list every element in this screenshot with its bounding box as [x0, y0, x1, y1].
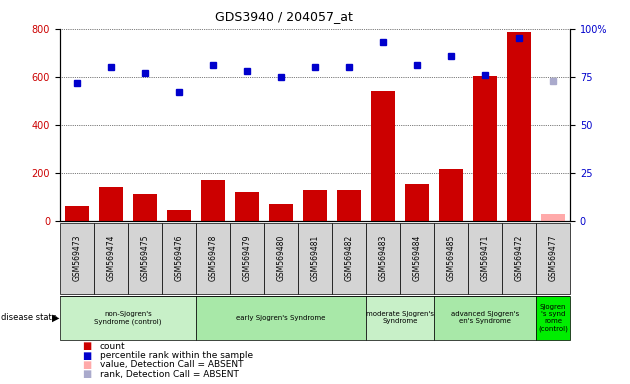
Bar [405, 184, 429, 221]
Text: percentile rank within the sample: percentile rank within the sample [100, 351, 253, 360]
Bar [366, 296, 434, 340]
Text: GSM569480: GSM569480 [277, 235, 285, 281]
Bar [230, 223, 264, 294]
Bar [201, 180, 225, 221]
Text: GSM569478: GSM569478 [209, 235, 217, 281]
Text: GSM569472: GSM569472 [515, 235, 524, 281]
Text: GSM569473: GSM569473 [72, 235, 81, 281]
Text: ■: ■ [82, 369, 91, 379]
Bar [303, 190, 327, 221]
Text: moderate Sjogren's
Syndrome: moderate Sjogren's Syndrome [366, 311, 434, 324]
Bar [269, 204, 293, 221]
Bar [507, 32, 531, 221]
Bar [439, 169, 463, 221]
Text: GSM569477: GSM569477 [549, 235, 558, 281]
Text: early Sjogren's Syndrome: early Sjogren's Syndrome [236, 315, 326, 321]
Bar [94, 223, 128, 294]
Text: count: count [100, 342, 125, 351]
Bar [502, 223, 536, 294]
Bar [536, 296, 570, 340]
Bar [337, 190, 361, 221]
Text: ■: ■ [82, 360, 91, 370]
Bar [366, 223, 400, 294]
Text: non-Sjogren's
Syndrome (control): non-Sjogren's Syndrome (control) [94, 311, 162, 324]
Text: ▶: ▶ [52, 313, 59, 323]
Text: GSM569475: GSM569475 [140, 235, 149, 281]
Bar [99, 187, 123, 221]
Bar [541, 214, 565, 221]
Bar [65, 207, 89, 221]
Text: ■: ■ [82, 351, 91, 361]
Bar [371, 91, 395, 221]
Bar [235, 192, 259, 221]
Text: ■: ■ [82, 341, 91, 351]
Bar [473, 76, 497, 221]
Bar [536, 223, 570, 294]
Text: GSM569485: GSM569485 [447, 235, 455, 281]
Bar [128, 223, 162, 294]
Bar [133, 194, 157, 221]
Text: GSM569474: GSM569474 [106, 235, 115, 281]
Bar [60, 296, 196, 340]
Bar [196, 223, 230, 294]
Bar [264, 223, 298, 294]
Text: GSM569483: GSM569483 [379, 235, 387, 281]
Text: GSM569484: GSM569484 [413, 235, 421, 281]
Text: advanced Sjogren's
en's Syndrome: advanced Sjogren's en's Syndrome [451, 311, 519, 324]
Text: GSM569479: GSM569479 [243, 235, 251, 281]
Text: value, Detection Call = ABSENT: value, Detection Call = ABSENT [100, 360, 243, 369]
Text: GSM569476: GSM569476 [175, 235, 183, 281]
Text: GSM569471: GSM569471 [481, 235, 490, 281]
Text: GDS3940 / 204057_at: GDS3940 / 204057_at [215, 10, 352, 23]
Bar [167, 210, 191, 221]
Text: GSM569481: GSM569481 [311, 235, 319, 281]
Text: rank, Detection Call = ABSENT: rank, Detection Call = ABSENT [100, 369, 238, 379]
Bar [400, 223, 434, 294]
Bar [60, 223, 94, 294]
Bar [434, 223, 468, 294]
Bar [434, 296, 536, 340]
Text: GSM569482: GSM569482 [345, 235, 353, 281]
Text: Sjogren
's synd
rome
(control): Sjogren 's synd rome (control) [538, 304, 568, 331]
Bar [298, 223, 332, 294]
Bar [332, 223, 366, 294]
Text: disease state: disease state [1, 313, 57, 322]
Bar [468, 223, 502, 294]
Bar [162, 223, 196, 294]
Bar [196, 296, 366, 340]
